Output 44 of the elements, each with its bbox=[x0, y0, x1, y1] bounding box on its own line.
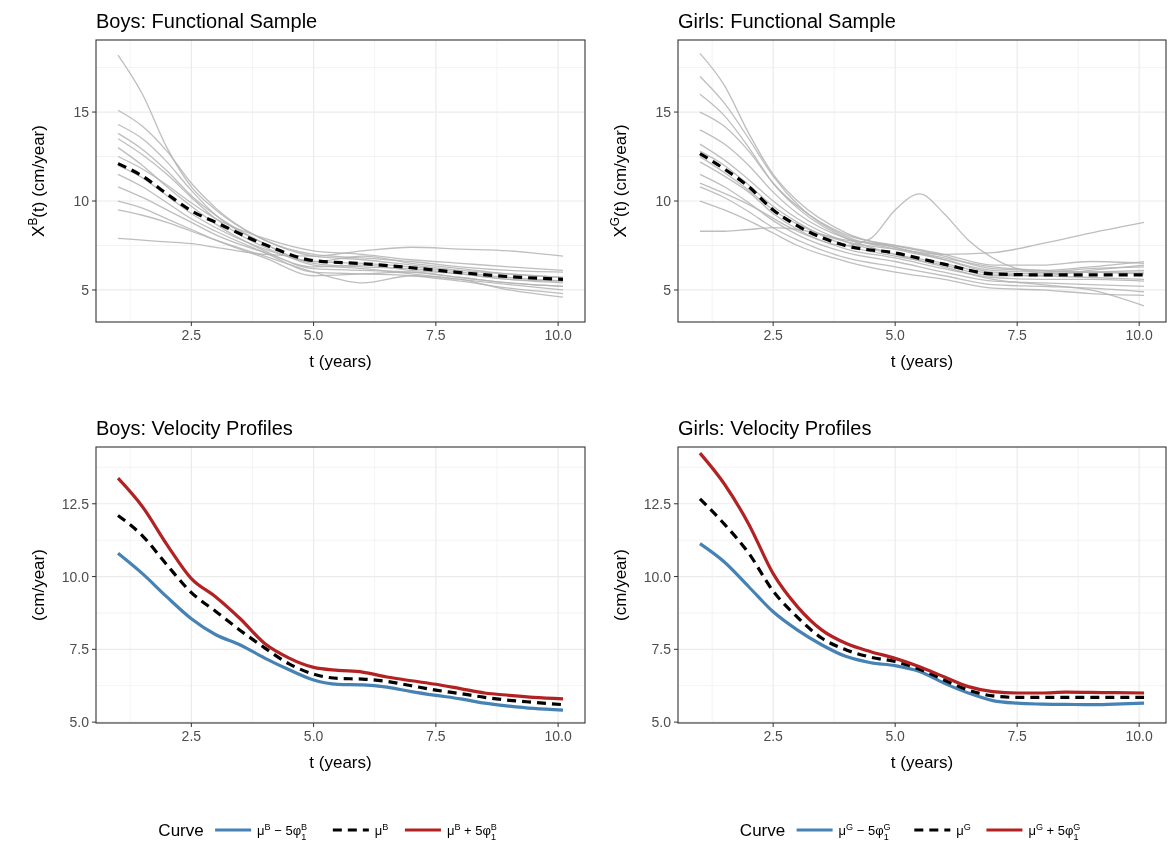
x-axis-title: t (years) bbox=[309, 753, 372, 772]
y-tick-label: 10 bbox=[73, 193, 90, 210]
x-tick-label: 7.5 bbox=[1007, 327, 1028, 343]
legend-label: μ$^{G}$ bbox=[956, 822, 971, 838]
chart-title: Boys: Functional Sample bbox=[96, 10, 318, 32]
chart-title: Girls: Functional Sample bbox=[678, 10, 896, 32]
chart-title: Boys: Velocity Profiles bbox=[96, 417, 293, 439]
chart-title: Girls: Velocity Profiles bbox=[678, 417, 872, 439]
x-tick-label: 5.0 bbox=[885, 728, 906, 744]
y-tick-label: 7.5 bbox=[651, 641, 672, 658]
x-tick-label: 2.5 bbox=[763, 728, 784, 744]
legend-title: Curve bbox=[158, 821, 204, 840]
x-tick-label: 5.0 bbox=[303, 327, 324, 343]
y-axis-title: (cm/year) bbox=[29, 549, 48, 621]
x-tick-label: 2.5 bbox=[763, 327, 784, 343]
y-tick-label: 12.5 bbox=[61, 495, 90, 512]
legend-label: μ$^{B}$ bbox=[374, 822, 389, 838]
y-tick-label: 5.0 bbox=[651, 714, 672, 731]
y-tick-label: 10.0 bbox=[643, 568, 672, 585]
x-tick-label: 10.0 bbox=[1125, 327, 1153, 343]
x-tick-label: 7.5 bbox=[426, 728, 446, 744]
x-tick-label: 7.5 bbox=[426, 327, 446, 343]
y-tick-label: 15 bbox=[655, 104, 672, 121]
y-tick-label: 5 bbox=[663, 281, 672, 298]
y-tick-label: 5 bbox=[81, 281, 90, 298]
y-tick-label: 15 bbox=[73, 104, 90, 121]
y-tick-label: 10 bbox=[655, 193, 672, 210]
x-tick-label: 7.5 bbox=[1007, 728, 1028, 744]
x-tick-label: 10.0 bbox=[1125, 728, 1153, 744]
x-tick-label: 2.5 bbox=[181, 327, 202, 343]
y-axis-title: (cm/year) bbox=[611, 549, 630, 621]
y-tick-label: 12.5 bbox=[643, 495, 672, 512]
x-tick-label: 5.0 bbox=[303, 728, 324, 744]
x-tick-label: 2.5 bbox=[181, 728, 202, 744]
x-tick-label: 10.0 bbox=[544, 728, 572, 744]
legend-title: Curve bbox=[739, 821, 786, 840]
x-tick-label: 10.0 bbox=[544, 327, 572, 343]
y-tick-label: 10.0 bbox=[61, 568, 90, 585]
x-axis-title: t (years) bbox=[890, 753, 954, 772]
x-tick-label: 5.0 bbox=[885, 327, 906, 343]
y-tick-label: 7.5 bbox=[69, 641, 90, 658]
y-tick-label: 5.0 bbox=[69, 714, 90, 731]
x-axis-title: t (years) bbox=[309, 352, 372, 371]
x-axis-title: t (years) bbox=[890, 352, 954, 371]
